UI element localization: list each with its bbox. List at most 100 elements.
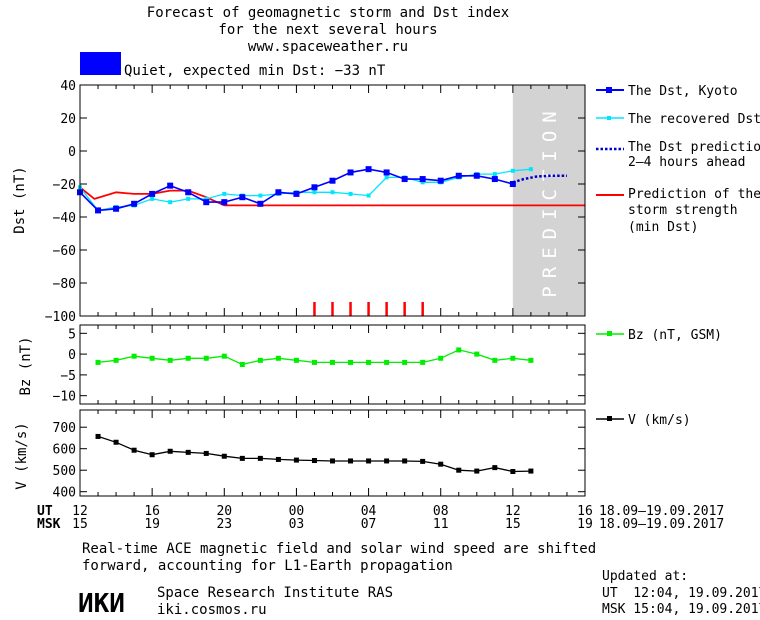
v-point: [474, 468, 480, 474]
dst-kyoto-point: [167, 182, 174, 189]
legend-dst-prediction-label-2: 2–4 hours ahead: [628, 155, 745, 170]
bz-point: [384, 359, 390, 365]
v-point: [131, 447, 137, 453]
dst-recovered-point: [528, 167, 533, 172]
legend-dst-kyoto-label: The Dst, Kyoto: [628, 84, 738, 99]
bz-panel: 5 0 −5 −10: [53, 325, 586, 405]
updated-label: Updated at:: [602, 569, 688, 584]
legend-dst-kyoto-marker: [606, 87, 612, 93]
prediction-label: PREDICTION: [539, 103, 561, 297]
dst-kyoto-point: [383, 169, 390, 176]
dst-recovered-point: [168, 200, 173, 205]
bz-ylabel: Bz (nT): [18, 336, 34, 395]
v-point: [420, 458, 426, 464]
v-ytick-label: 600: [53, 443, 76, 458]
dst-recovered-point: [186, 196, 191, 201]
msk-tick-label: 11: [433, 517, 449, 532]
ut-tick-label: 20: [216, 504, 232, 519]
dst-kyoto-point: [455, 172, 462, 179]
v-point: [330, 458, 335, 464]
v-point: [311, 458, 317, 464]
dst-recovered-point: [348, 191, 353, 196]
v-panel-frame: [79, 409, 586, 497]
dst-kyoto-point: [311, 184, 318, 191]
bz-point: [293, 357, 299, 363]
bz-point: [113, 357, 119, 363]
v-point: [221, 453, 227, 459]
bz-point: [402, 359, 408, 365]
dst-recovered-point: [330, 190, 335, 195]
dst-kyoto-point: [437, 177, 444, 184]
v-point: [185, 449, 191, 455]
dst-kyoto-point: [419, 176, 426, 183]
msk-row-label: MSK: [37, 517, 61, 532]
status-color-swatch: [80, 52, 121, 75]
date-range-ut: 18.09–19.09.2017: [599, 504, 724, 519]
legend-dst-prediction-label-1: The Dst prediction: [628, 140, 760, 155]
bz-point: [474, 351, 480, 357]
dst-recovered-point: [510, 168, 515, 173]
legend-bz-label: Bz (nT, GSM): [628, 328, 722, 343]
bz-point: [311, 359, 317, 365]
v-point: [510, 468, 516, 474]
series-v: [97, 435, 531, 473]
v-point: [492, 465, 498, 471]
v-point: [384, 458, 390, 464]
dst-ylabel: Dst (nT): [12, 166, 28, 233]
legend-dst-recovered-label: The recovered Dst: [628, 112, 760, 127]
dst-kyoto-point: [149, 190, 156, 197]
ut-tick-label: 08: [433, 504, 449, 519]
series-dst-prediction: [512, 174, 567, 184]
dst-kyoto-point: [473, 172, 480, 179]
msk-tick-label: 03: [289, 517, 305, 532]
legend-storm-strength-label-2: storm strength: [628, 203, 738, 218]
dst-ytick-label: −60: [53, 244, 76, 259]
dst-kyoto-point: [509, 181, 516, 187]
institute-name: Space Research Institute RAS: [157, 585, 393, 601]
bz-point: [167, 357, 173, 363]
dst-kyoto-point: [203, 199, 210, 206]
dst-ytick-label: 40: [60, 79, 76, 94]
v-ytick-label: 500: [53, 464, 76, 479]
ut-tick-label: 04: [361, 504, 377, 519]
v-point: [113, 439, 119, 445]
dst-kyoto-point: [347, 169, 354, 176]
v-point: [203, 450, 209, 456]
bz-point: [149, 355, 155, 361]
dst-panel: PREDICTION 40 20 0 −20 −40 −60 −80 −100: [45, 79, 586, 325]
msk-tick-label: 19: [577, 517, 593, 532]
dst-ytick-label: −80: [53, 277, 76, 292]
chart-title-line2: for the next several hours: [218, 22, 437, 38]
institute-site: iki.cosmos.ru: [157, 602, 267, 618]
iki-logo: ИКИ: [78, 589, 125, 619]
dst-kyoto-point: [491, 176, 498, 183]
dst-ytick-label: 20: [60, 112, 76, 127]
v-ylabel: V (km/s): [14, 422, 30, 489]
bz-point: [366, 359, 372, 365]
dst-ytick-label: 0: [68, 145, 76, 160]
dst-kyoto-point: [221, 199, 228, 206]
dst-recovered-point: [222, 191, 227, 196]
bz-panel-frame: [79, 324, 586, 405]
v-point: [366, 458, 372, 464]
msk-tick-label: 23: [216, 517, 232, 532]
bz-point: [456, 347, 462, 353]
bz-point: [348, 359, 354, 365]
v-point: [456, 467, 462, 473]
dst-panel-frame: [79, 84, 586, 317]
v-point: [528, 468, 534, 474]
bz-point: [420, 359, 426, 365]
bz-ytick-label: 5: [68, 327, 76, 342]
dst-recovered-point: [420, 180, 425, 185]
v-point: [438, 461, 444, 467]
bz-point: [95, 359, 101, 365]
v-point: [402, 458, 408, 464]
legend-dst-recovered-marker: [607, 116, 611, 120]
dst-kyoto-point: [257, 200, 264, 207]
legend-v-marker: [607, 416, 612, 421]
ut-tick-label: 12: [72, 504, 88, 519]
dst-recovered-point: [366, 193, 371, 198]
site-url: www.spaceweather.ru: [248, 39, 408, 55]
v-ytick-label: 700: [53, 421, 76, 436]
